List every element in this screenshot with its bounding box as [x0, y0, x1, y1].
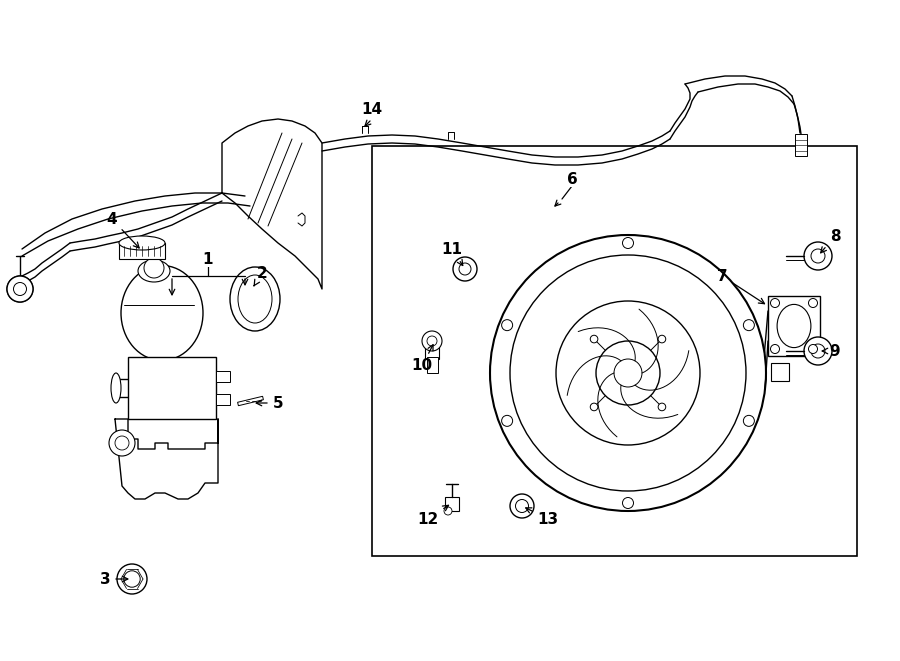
Text: 8: 8: [821, 229, 841, 253]
Text: 4: 4: [107, 212, 140, 248]
Circle shape: [144, 258, 164, 278]
Circle shape: [770, 344, 779, 354]
Text: 14: 14: [362, 102, 382, 116]
Polygon shape: [115, 419, 218, 499]
Bar: [119, 243, 165, 259]
Text: 6: 6: [567, 171, 578, 186]
Ellipse shape: [111, 373, 121, 403]
Circle shape: [743, 415, 754, 426]
Text: 3: 3: [100, 572, 128, 586]
Ellipse shape: [121, 266, 203, 360]
Circle shape: [811, 344, 825, 358]
Text: 12: 12: [418, 505, 448, 527]
Text: 7: 7: [716, 268, 764, 303]
Circle shape: [590, 335, 598, 343]
Bar: [128, 357, 216, 419]
Circle shape: [510, 494, 534, 518]
Text: 5: 5: [256, 395, 284, 410]
Circle shape: [7, 276, 33, 302]
Circle shape: [490, 235, 766, 511]
Circle shape: [453, 257, 477, 281]
Polygon shape: [222, 119, 322, 289]
Text: 11: 11: [442, 241, 463, 266]
Circle shape: [658, 403, 666, 410]
Bar: [427, 357, 437, 373]
Circle shape: [7, 276, 33, 302]
Circle shape: [501, 320, 513, 330]
Ellipse shape: [238, 275, 272, 323]
Bar: [425, 341, 439, 359]
Circle shape: [804, 337, 832, 365]
Ellipse shape: [138, 260, 170, 282]
Circle shape: [614, 359, 642, 387]
Bar: [216, 371, 230, 381]
Circle shape: [808, 344, 817, 354]
Circle shape: [623, 237, 634, 249]
Text: 2: 2: [254, 266, 267, 286]
Circle shape: [516, 500, 528, 512]
Circle shape: [444, 507, 452, 515]
Circle shape: [427, 336, 437, 346]
Circle shape: [115, 436, 129, 450]
Circle shape: [117, 564, 147, 594]
Circle shape: [658, 335, 666, 343]
Circle shape: [743, 320, 754, 330]
Ellipse shape: [777, 305, 811, 348]
Circle shape: [422, 331, 442, 351]
Bar: [771, 363, 789, 381]
Bar: [795, 134, 807, 156]
Circle shape: [501, 415, 513, 426]
Bar: [216, 393, 230, 405]
Circle shape: [14, 282, 26, 295]
Circle shape: [13, 282, 27, 296]
Circle shape: [590, 403, 598, 410]
Circle shape: [510, 255, 746, 491]
Circle shape: [623, 498, 634, 508]
Text: 10: 10: [411, 344, 433, 373]
Circle shape: [556, 301, 700, 445]
Circle shape: [770, 299, 779, 307]
Circle shape: [804, 242, 832, 270]
Circle shape: [596, 341, 660, 405]
Circle shape: [808, 299, 817, 307]
FancyArrow shape: [238, 397, 264, 406]
Text: 13: 13: [526, 508, 559, 527]
Circle shape: [109, 430, 135, 456]
Text: 1: 1: [202, 251, 213, 266]
Circle shape: [124, 571, 140, 587]
Circle shape: [811, 249, 825, 263]
Bar: [372, 146, 857, 556]
Ellipse shape: [119, 236, 165, 250]
Text: 9: 9: [823, 344, 841, 358]
Bar: [445, 497, 459, 511]
Ellipse shape: [230, 267, 280, 331]
Bar: [768, 296, 820, 356]
Circle shape: [459, 263, 471, 275]
